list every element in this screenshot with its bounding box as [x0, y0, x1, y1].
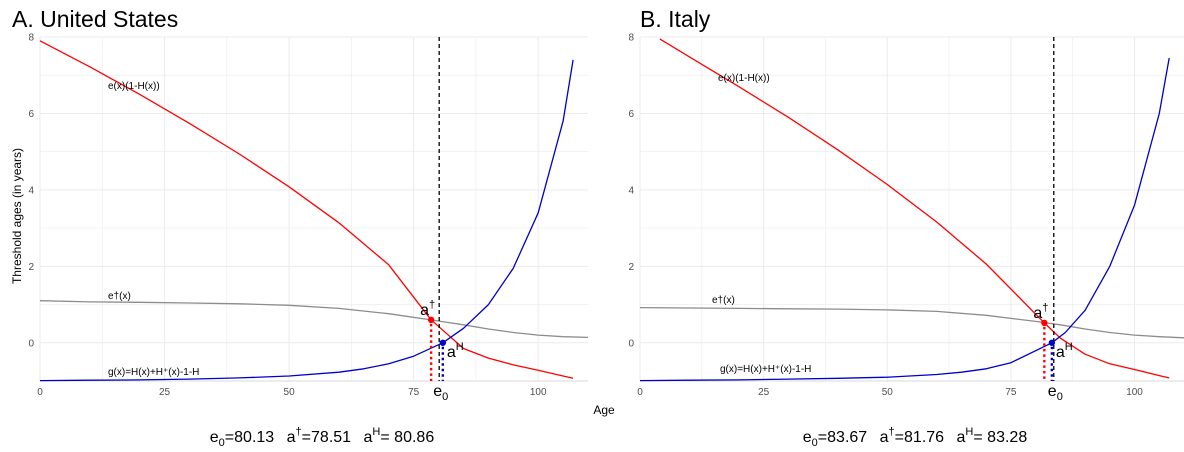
- y-axis-title: Threshold ages (in years): [10, 148, 24, 284]
- series-line-e-x: [39, 300, 589, 339]
- panel-italy: B. Italy 0 25 50 75 100 0 2 4 6 8 e0 a† aH e(x)(1-H…: [628, 6, 1184, 449]
- x-tick-label: 0: [37, 387, 43, 398]
- series: [639, 38, 1184, 382]
- series-line-e-x-1-h-x: [659, 38, 1170, 379]
- e0-label: e0: [1048, 383, 1063, 403]
- point-a-dagger: [427, 316, 435, 324]
- point-label-a-h: aH: [1056, 341, 1073, 361]
- y-tick-label: 8: [628, 33, 634, 44]
- series-label-g: g(x)=H(x)+H⁺(x)-1-H: [108, 367, 199, 378]
- x-tick-label: 50: [882, 387, 894, 398]
- y-tick-label: 0: [28, 338, 34, 349]
- x-tick-label: 0: [637, 387, 643, 398]
- y-tick-label: 4: [628, 185, 634, 196]
- caption-a-h: 80.86: [394, 429, 434, 446]
- panel-title: B. Italy: [640, 6, 711, 32]
- annotations: e0 a† aH: [420, 37, 464, 403]
- x-tick-label: 100: [530, 387, 547, 398]
- caption: e0=80.13 a†=78.51 aH= 80.86: [210, 426, 435, 449]
- y-tick-label: 6: [28, 109, 34, 120]
- series-label-e-one-minus-h: e(x)(1-H(x)): [718, 73, 770, 84]
- y-tick-label: 0: [628, 338, 634, 349]
- point-label-a-dagger: a†: [1033, 302, 1048, 322]
- series-label-g: g(x)=H(x)+H⁺(x)-1-H: [720, 364, 811, 375]
- annotations: e0 a† aH: [1033, 37, 1073, 403]
- caption-a-h: 83.28: [987, 429, 1027, 446]
- series-line-e-x: [639, 306, 1184, 339]
- series-line-g-x-h-x-h-x-1-h: [39, 59, 574, 382]
- point-a-dagger: [1041, 319, 1048, 327]
- axis-ticks: 0 25 50 75 100 0 2 4 6 8: [28, 33, 547, 399]
- panel-title: A. United States: [12, 6, 178, 32]
- point-a-h: [1048, 339, 1056, 346]
- series-label-e-one-minus-h: e(x)(1-H(x)): [108, 81, 160, 92]
- x-axis-title: Age: [593, 403, 615, 417]
- e0-label: e0: [433, 383, 448, 403]
- y-tick-label: 8: [28, 33, 34, 44]
- caption-a-dagger: 81.76: [904, 429, 944, 446]
- series: [39, 40, 589, 382]
- grid: [39, 36, 588, 382]
- x-tick-label: 75: [1005, 387, 1017, 398]
- y-tick-label: 2: [28, 262, 34, 273]
- caption-a-dagger: 78.51: [311, 429, 351, 446]
- y-tick-label: 4: [28, 185, 34, 196]
- x-tick-label: 50: [284, 387, 296, 398]
- x-tick-label: 100: [1126, 387, 1143, 398]
- caption-e0: 80.13: [234, 429, 274, 446]
- point-label-a-h: aH: [447, 341, 464, 361]
- x-tick-label: 25: [159, 387, 171, 398]
- caption: e0=83.67 a†=81.76 aH= 83.28: [803, 426, 1028, 449]
- series-line-g-x-h-x-h-x-1-h: [639, 57, 1170, 382]
- series-line-e-x-1-h-x: [39, 40, 574, 379]
- x-tick-label: 75: [408, 387, 420, 398]
- x-tick-label: 25: [758, 387, 770, 398]
- series-label-e-dagger: e†(x): [108, 291, 131, 302]
- axis-ticks: 0 25 50 75 100 0 2 4 6 8: [628, 33, 1143, 399]
- y-tick-label: 6: [628, 109, 634, 120]
- caption-e0: 83.67: [827, 429, 867, 446]
- grid: [639, 36, 1184, 382]
- plot-area: [40, 37, 588, 381]
- point-label-a-dagger: a†: [420, 299, 435, 319]
- plot-area: [640, 37, 1184, 381]
- y-tick-label: 2: [628, 262, 634, 273]
- point-a-h: [439, 339, 447, 346]
- series-label-e-dagger: e†(x): [712, 295, 735, 306]
